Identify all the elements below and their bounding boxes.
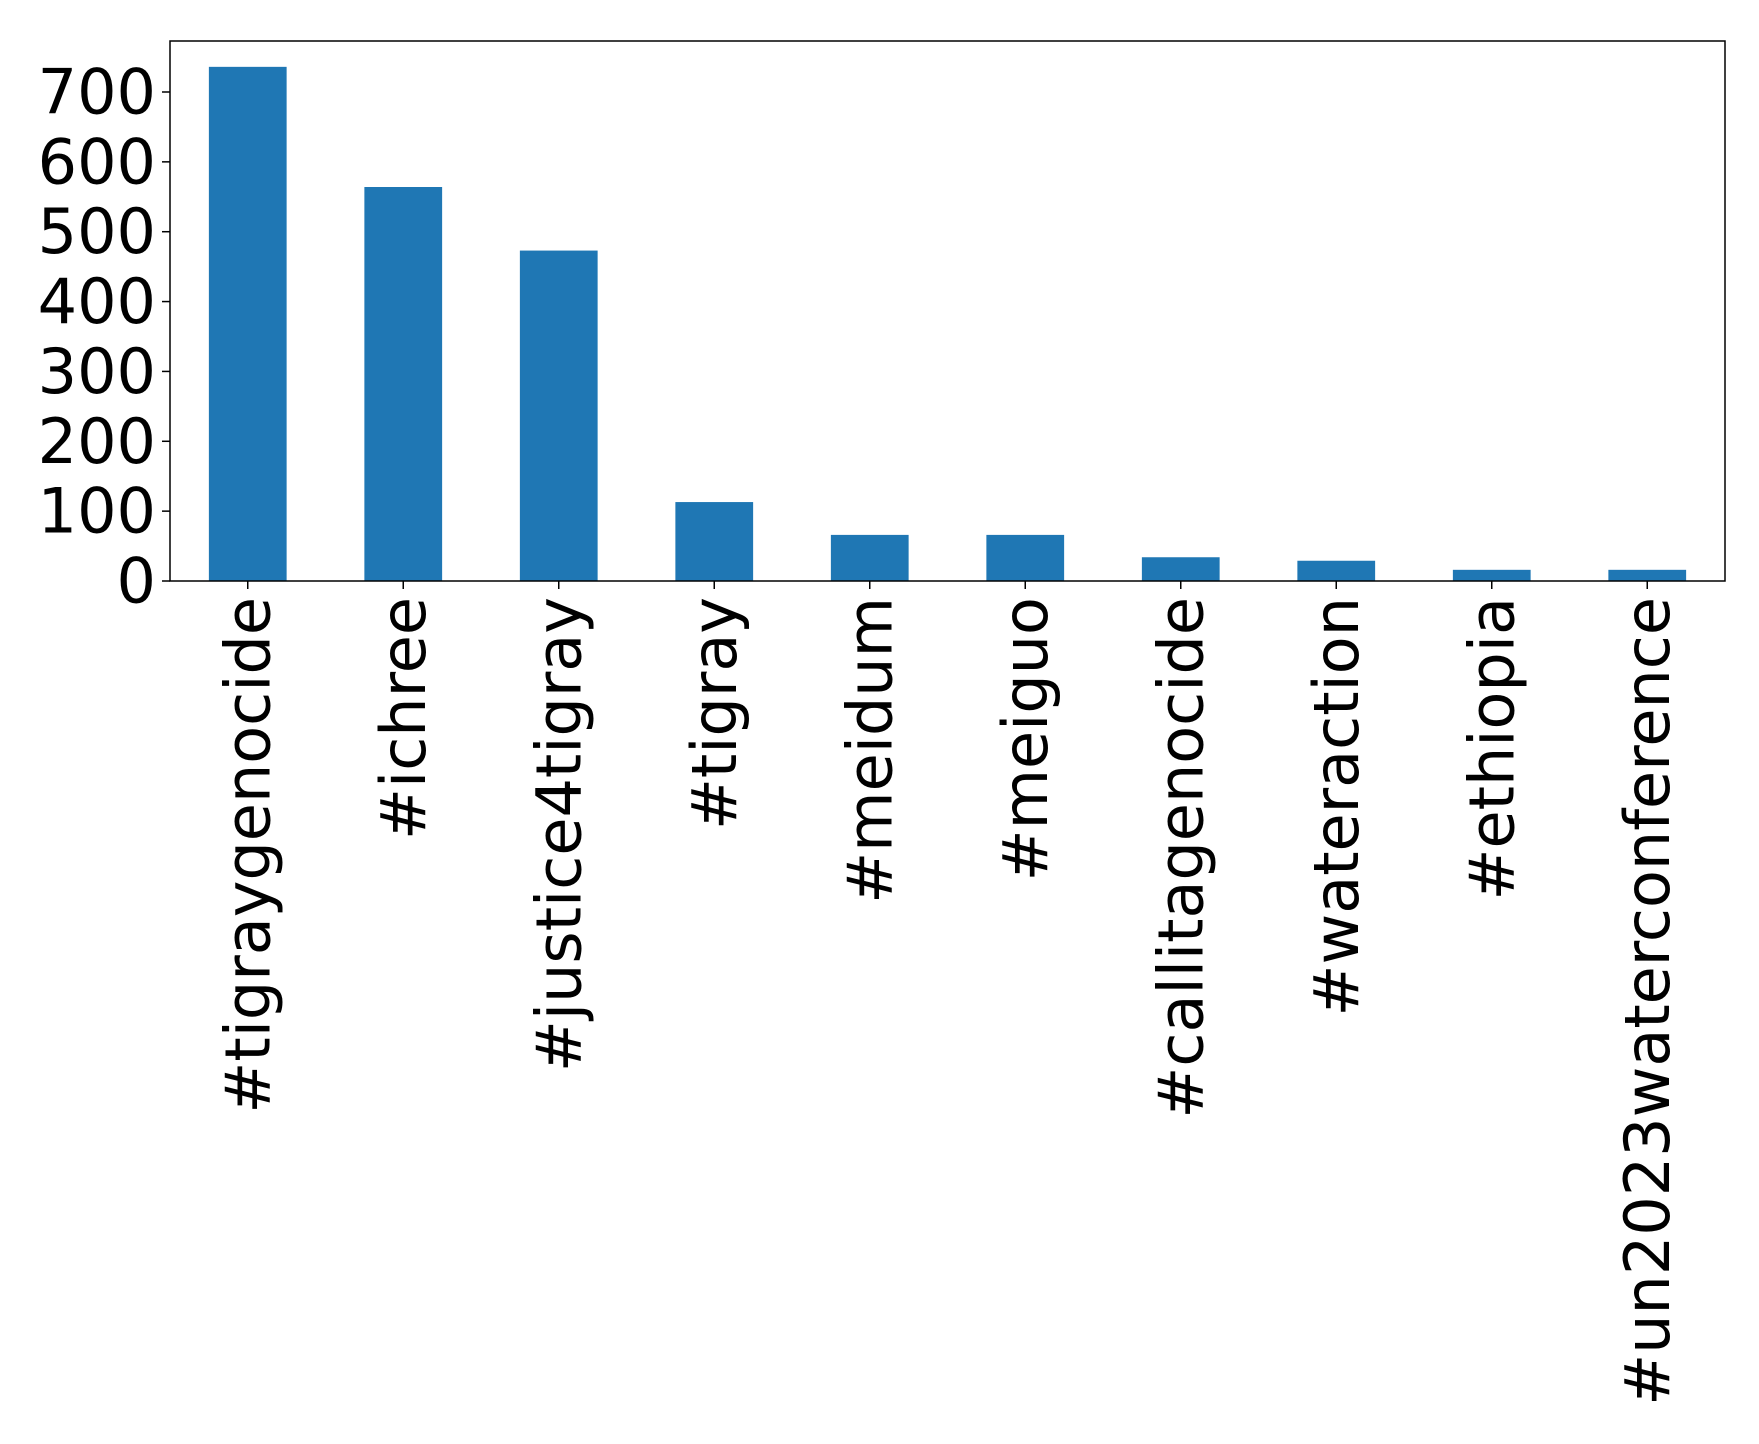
y-tick-label: 100 xyxy=(38,475,156,548)
y-tick-label: 400 xyxy=(38,265,156,338)
y-tick-label: 600 xyxy=(38,125,156,198)
x-tick-label: #tigray xyxy=(678,597,751,830)
bar xyxy=(208,66,287,581)
bar xyxy=(519,250,598,581)
y-tick-label: 700 xyxy=(38,55,156,128)
x-tick-label: #tigraygenocide xyxy=(211,597,284,1114)
bar xyxy=(1297,560,1376,581)
y-tick-label: 500 xyxy=(38,195,156,268)
bar xyxy=(1452,569,1531,581)
x-tick-label: #justice4tigray xyxy=(522,597,595,1072)
bar xyxy=(364,187,443,581)
x-tick-label: #ichree xyxy=(367,597,440,840)
bar xyxy=(830,534,909,581)
x-tick-label: #meiguo xyxy=(989,597,1062,881)
y-tick-label: 300 xyxy=(38,335,156,408)
x-tick-label: #callitagenocide xyxy=(1144,597,1217,1119)
x-tick-label: #ethiopia xyxy=(1455,597,1528,900)
x-tick-label: #un2023waterconference xyxy=(1611,597,1684,1406)
bar xyxy=(675,502,754,581)
y-tick-label: 0 xyxy=(117,545,156,618)
x-tick-label: #wateraction xyxy=(1300,597,1373,1016)
plot-frame xyxy=(169,40,1726,582)
bar xyxy=(986,534,1065,581)
bar xyxy=(1141,557,1220,581)
x-tick-label: #meidum xyxy=(833,597,906,904)
y-tick-label: 200 xyxy=(38,405,156,478)
bar xyxy=(1608,569,1687,581)
